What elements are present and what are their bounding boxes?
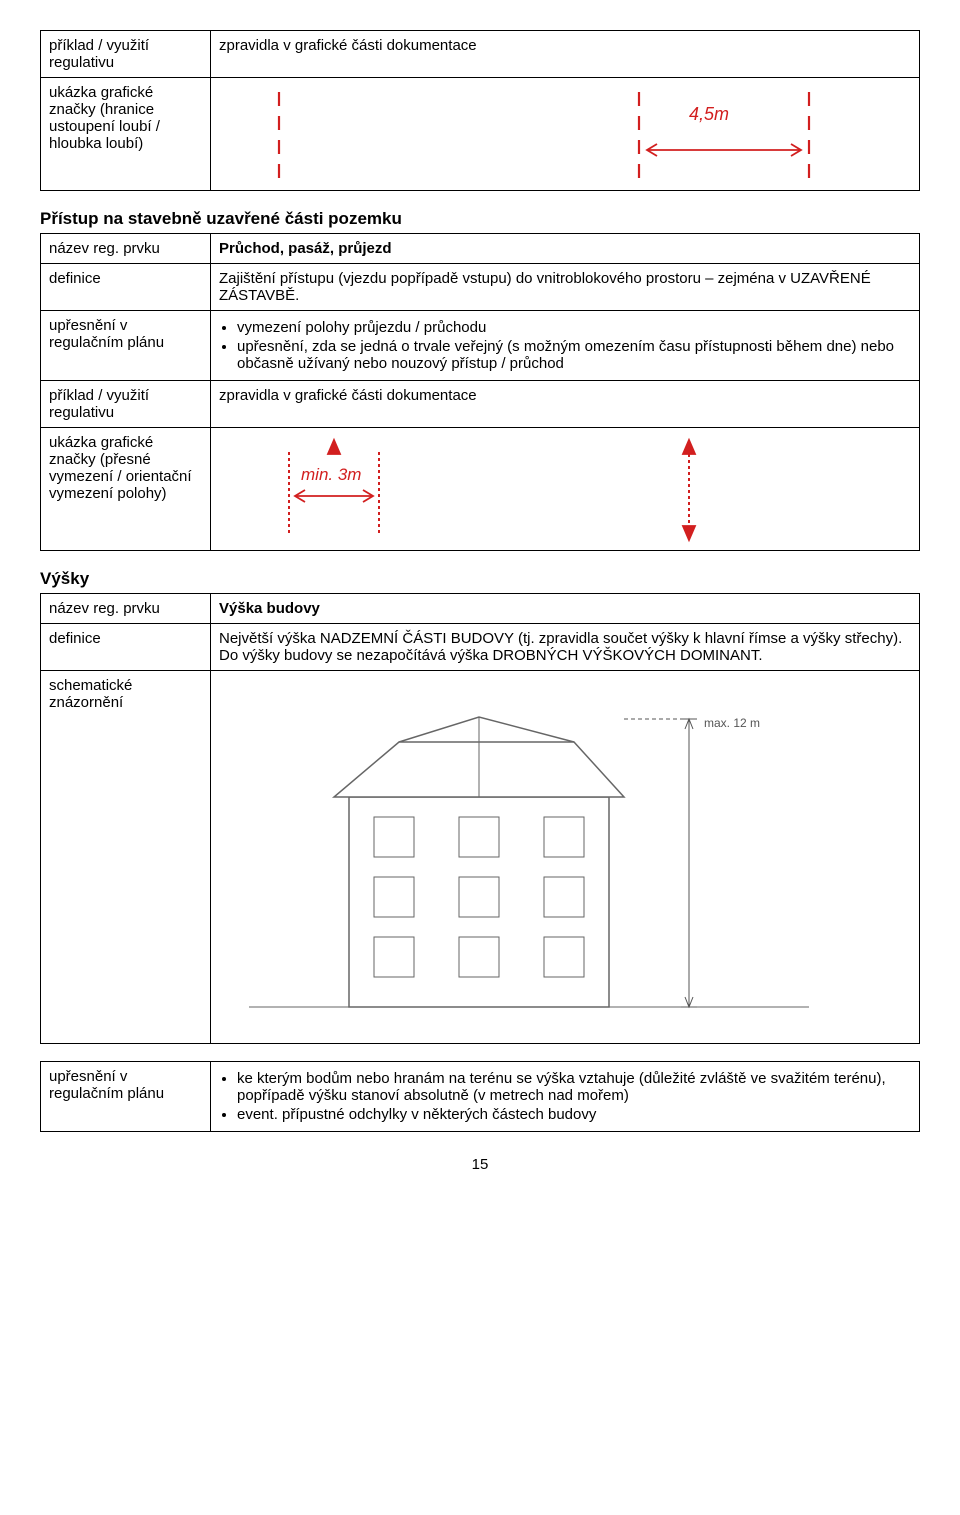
height-def-text: Největší výška NADZEMNÍ ČÁSTI BUDOVY (tj… <box>211 624 920 671</box>
passage-spec-item: vymezení polohy průjezdu / průchodu <box>237 319 911 336</box>
page-number: 15 <box>40 1156 920 1173</box>
height-spec-list: ke kterým bodům nebo hranám na terénu se… <box>211 1062 920 1132</box>
passage-symbol-diagram: min. 3m <box>211 428 920 551</box>
row-example-label: příklad / využití regulativu <box>41 31 211 78</box>
passage-def-text: Zajištění přístupu (vjezdu popřípadě vst… <box>211 264 920 311</box>
passage-spec-label: upřesnění v regulačním plánu <box>41 311 211 381</box>
section-access-title: Přístup na stavebně uzavřené části pozem… <box>40 209 920 229</box>
height-def-label: definice <box>41 624 211 671</box>
section-heights-title: Výšky <box>40 569 920 589</box>
table-passage: název reg. prvku Průchod, pasáž, průjezd… <box>40 233 920 551</box>
passage-name-value: Průchod, pasáž, průjezd <box>211 234 920 264</box>
height-spec-label: upřesnění v regulačním plánu <box>41 1062 211 1132</box>
row-symbol-label: ukázka grafické značky (hranice ustoupen… <box>41 78 211 191</box>
passage-symbol-label: ukázka grafické značky (přesné vymezení … <box>41 428 211 551</box>
passage-example-text: zpravidla v grafické části dokumentace <box>211 381 920 428</box>
height-schema-diagram: max. 12 m <box>211 671 920 1044</box>
passage-spec-list: vymezení polohy průjezdu / průchodu upře… <box>211 311 920 381</box>
row-symbol-diagram: 4,5m <box>211 78 920 191</box>
height-schema-label: schematické znázornění <box>41 671 211 1044</box>
boundary-diagram: 4,5m <box>219 84 859 184</box>
passage-spec-item: upřesnění, zda se jedná o trvale veřejný… <box>237 338 911 372</box>
row-example-text: zpravidla v grafické části dokumentace <box>211 31 920 78</box>
passage-diagram: min. 3m <box>219 434 859 544</box>
height-spec-item: ke kterým bodům nebo hranám na terénu se… <box>237 1070 911 1104</box>
passage-name-label: název reg. prvku <box>41 234 211 264</box>
passage-def-label: definice <box>41 264 211 311</box>
passage-example-label: příklad / využití regulativu <box>41 381 211 428</box>
height-name-value: Výška budovy <box>211 594 920 624</box>
table-height: název reg. prvku Výška budovy definice N… <box>40 593 920 1044</box>
building-dim-label: max. 12 m <box>704 716 760 730</box>
building-diagram: max. 12 m <box>219 677 859 1037</box>
height-spec-item: event. přípustné odchylky v některých čá… <box>237 1106 911 1123</box>
boundary-dim-label: 4,5m <box>689 104 729 124</box>
passage-dim-label: min. 3m <box>301 465 361 484</box>
table-height-spec: upřesnění v regulačním plánu ke kterým b… <box>40 1061 920 1132</box>
height-name-label: název reg. prvku <box>41 594 211 624</box>
table-boundary-symbol: příklad / využití regulativu zpravidla v… <box>40 30 920 191</box>
